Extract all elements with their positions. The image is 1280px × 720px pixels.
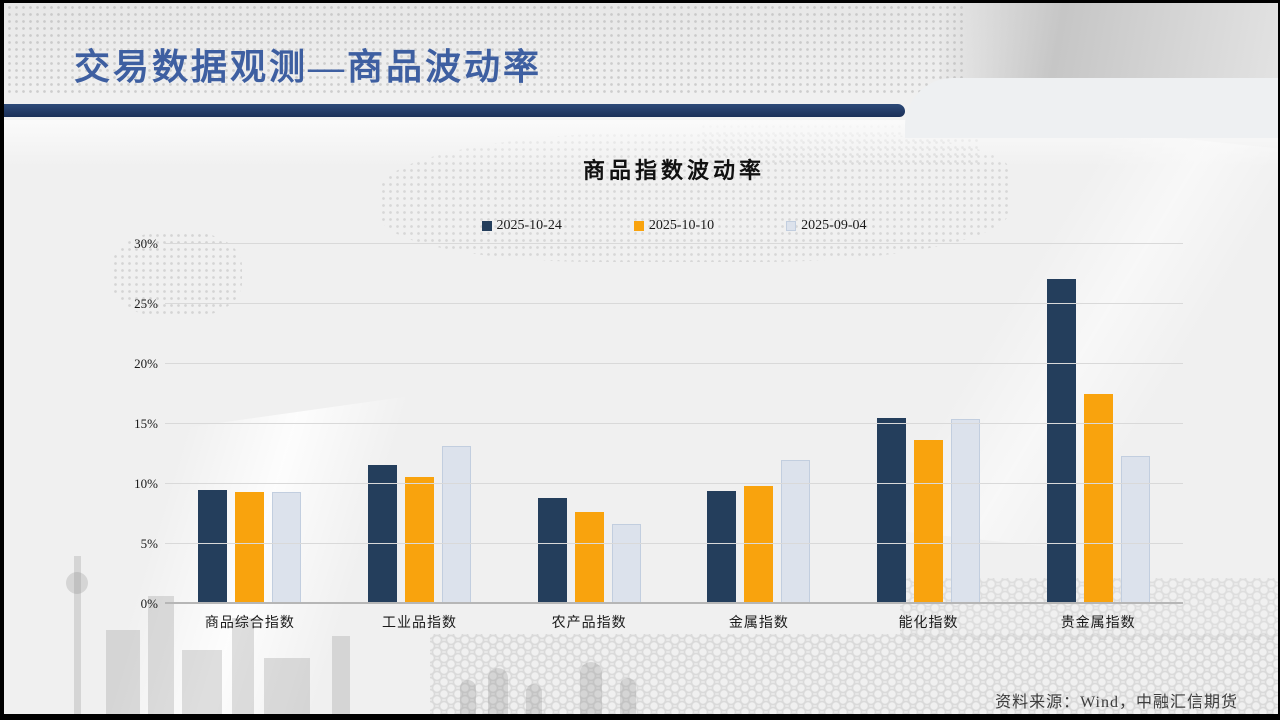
legend-item: 2025-10-24 [481, 218, 562, 234]
chart-legend: 2025-10-24 2025-10-10 2025-09-04 [165, 218, 1183, 234]
title-underline-bar [4, 104, 905, 117]
plot-area [165, 243, 1183, 604]
bar [951, 419, 981, 604]
category-label: 工业品指数 [382, 616, 457, 631]
category-label: 贵金属指数 [1060, 616, 1136, 631]
category-label: 农产品指数 [551, 616, 627, 631]
bar [537, 498, 567, 604]
bar-group [335, 244, 505, 604]
page-title: 交易数据观测—商品波动率 [74, 47, 543, 87]
gridline [165, 303, 1183, 304]
bar [611, 523, 641, 604]
x-axis-line [165, 602, 1183, 604]
slide-border-right [1278, 0, 1280, 720]
slide-border-left [0, 0, 4, 720]
bar [574, 511, 604, 604]
y-tick-label: 0% [140, 596, 158, 611]
legend-swatch-icon [786, 221, 797, 231]
bar-groups [165, 244, 1183, 604]
legend-label: 2025-09-04 [801, 218, 867, 233]
y-tick-label: 10% [134, 476, 158, 491]
bar-group [504, 244, 674, 604]
bar [272, 492, 302, 604]
y-tick-label: 15% [134, 416, 158, 431]
bar-group [674, 244, 844, 604]
bar-group [844, 244, 1014, 604]
slide-header: 交易数据观测—商品波动率 [0, 0, 1280, 138]
legend-label: 2025-10-10 [648, 218, 715, 233]
bar [781, 460, 811, 604]
slide-border-top [0, 0, 1280, 3]
bar [442, 445, 471, 604]
tower-sphere [66, 572, 88, 594]
bar [235, 492, 265, 604]
header-swoosh [905, 78, 1280, 138]
bar [877, 418, 907, 604]
category-label: 商品综合指数 [204, 616, 295, 631]
gridline [165, 543, 1183, 544]
y-tick-label: 25% [134, 296, 158, 311]
y-axis: 0% 5% 10% 15% 20% 25% 30% [108, 236, 158, 611]
y-tick-label: 30% [134, 236, 158, 251]
gridline [165, 363, 1183, 364]
gridline [165, 243, 1183, 244]
legend-item: 2025-09-04 [786, 218, 866, 234]
legend-item: 2025-10-10 [633, 218, 715, 234]
legend-swatch-icon [481, 221, 492, 231]
header-dots-pattern [6, 4, 966, 96]
bar [707, 491, 737, 604]
slide-border-bottom [0, 714, 1280, 720]
city-skyline-silhouette [40, 504, 700, 714]
category-label: 金属指数 [728, 616, 789, 631]
bar [1120, 456, 1150, 604]
source-note: 资料来源：Wind，中融汇信期货 [995, 694, 1238, 711]
bar [405, 476, 434, 604]
tower-silhouette [74, 556, 81, 714]
world-map-dots-pattern [112, 232, 242, 317]
gridline [165, 483, 1183, 484]
x-axis-category-labels: 商品综合指数 工业品指数 农产品指数 金属指数 能化指数 贵金属指数 [165, 612, 1183, 632]
y-tick-label: 5% [140, 536, 158, 551]
bar [1046, 278, 1076, 604]
legend-label: 2025-10-24 [496, 218, 562, 233]
bar [744, 486, 774, 604]
legend-swatch-icon [633, 221, 644, 231]
gridline [165, 423, 1183, 424]
bar [1083, 394, 1113, 604]
bar-group [1013, 244, 1183, 604]
bar [914, 439, 944, 604]
chart-title: 商品指数波动率 [582, 158, 765, 183]
bar-group [165, 244, 335, 604]
y-tick-label: 20% [134, 356, 158, 371]
bar [198, 490, 228, 604]
category-label: 能化指数 [898, 616, 959, 631]
bar [368, 464, 397, 604]
